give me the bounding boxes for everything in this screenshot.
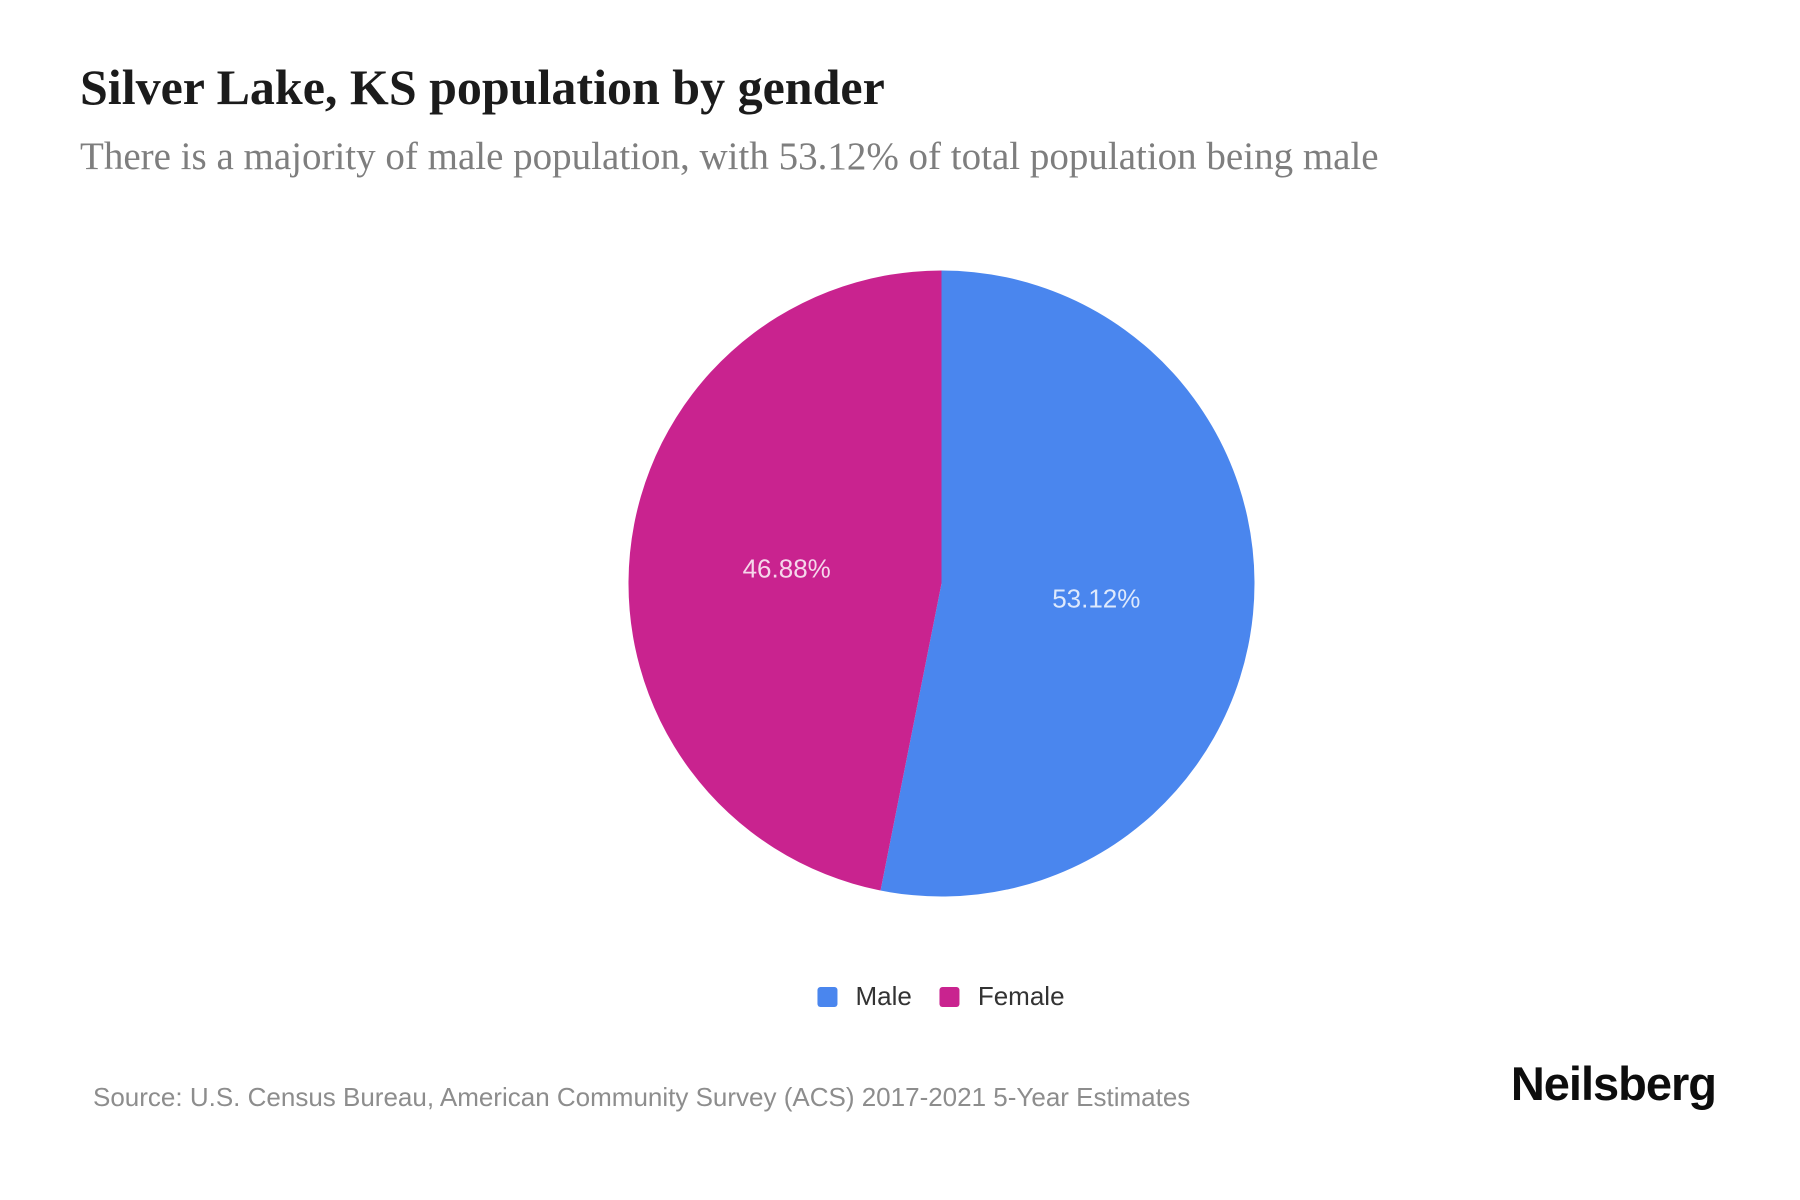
pie-slice-female[interactable] [628, 270, 942, 891]
slice-label-female: 46.88% [743, 553, 831, 583]
legend-label-male: Male [855, 981, 912, 1011]
pie-chart: 53.12% 46.88% [628, 270, 1255, 897]
brand-logo: Neilsberg [1510, 1057, 1717, 1110]
female-swatch-icon [939, 986, 960, 1007]
source-note: Source: U.S. Census Bureau, American Com… [93, 1082, 1191, 1112]
male-swatch-icon [817, 986, 838, 1007]
chart-subtitle: There is a majority of male population, … [80, 135, 1379, 178]
chart-title: Silver Lake, KS population by gender [80, 59, 885, 115]
slice-label-male: 53.12% [1052, 584, 1140, 614]
legend-item-female[interactable]: Female [939, 981, 1065, 1012]
legend: Male Female [817, 981, 1065, 1012]
legend-item-male[interactable]: Male [817, 981, 912, 1012]
legend-label-female: Female [977, 981, 1065, 1011]
pie-slice-male[interactable] [880, 270, 1255, 897]
